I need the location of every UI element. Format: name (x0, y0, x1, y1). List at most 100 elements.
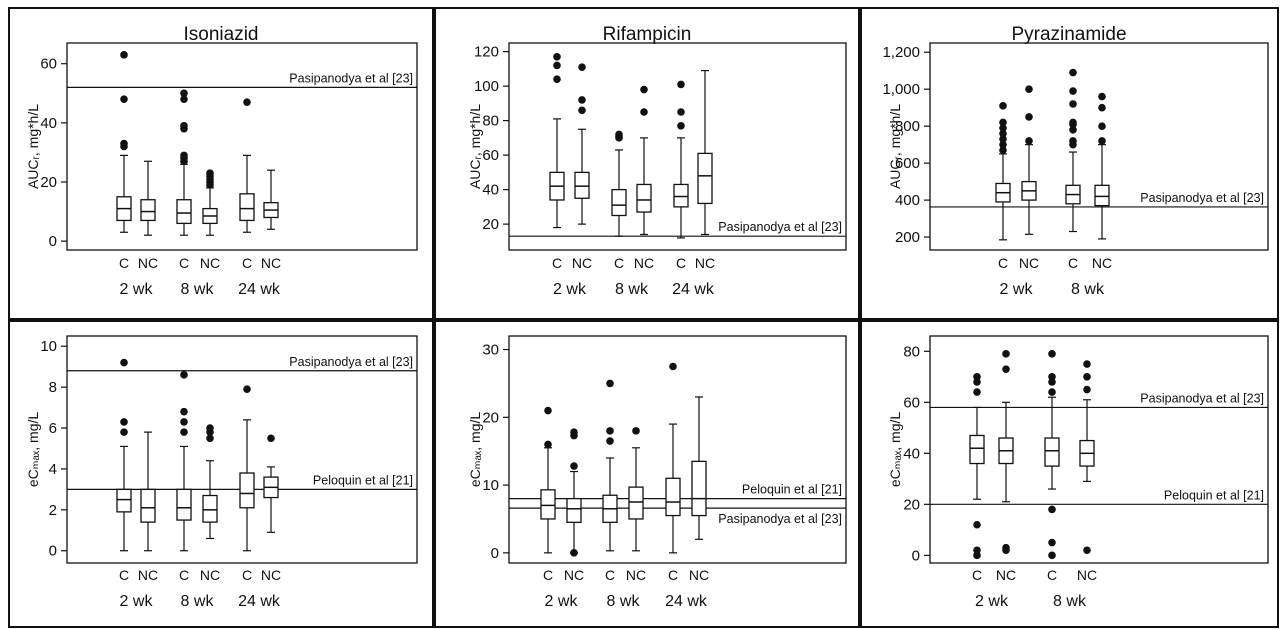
chart-panel-5: eCₘₐₓ, mg/L 0 20 40 60 80 Pasipanodya et al [2… (887, 335, 1269, 610)
iqr-box (1094, 184, 1110, 207)
category-label: NC (261, 567, 281, 583)
category-label: NC (1092, 255, 1112, 271)
outlier-point (973, 520, 981, 529)
chart-panel-1: Rifampicin AUCᵣ, mg*h/L 20 40 60 80 100 120 Pasi… (467, 24, 847, 298)
iqr-box (566, 497, 582, 523)
category-label: C (676, 255, 686, 271)
y-tick-label: 800 (895, 118, 920, 135)
outlier-point (120, 95, 128, 103)
reference-line-label: Pasipanodya et al [23] (289, 355, 413, 369)
outlier-point (1083, 546, 1091, 555)
category-label: C (1068, 255, 1078, 271)
box-8wk-NC (1079, 360, 1095, 555)
group-label: 8 wk (181, 593, 215, 610)
group-label: 2 wk (545, 593, 579, 610)
y-tick-label: 40 (903, 445, 920, 462)
outlier-point (973, 388, 981, 396)
outlier-point (120, 428, 128, 436)
group-label: 24 wk (238, 281, 281, 298)
chart-title: Isoniazid (184, 24, 259, 45)
outlier-point (120, 51, 128, 59)
outlier-point (1098, 92, 1106, 101)
outlier-point (578, 106, 586, 115)
y-tick-label: 20 (903, 496, 920, 513)
category-label: C (998, 255, 1008, 271)
iqr-box (239, 193, 255, 222)
outlier-point (180, 407, 188, 416)
panel-frame-rifampicin-cmax (434, 320, 860, 628)
chart-panel-0: Isoniazid AUCᵣ, mg*h/L 0 20 40 60 Pasipanodya … (25, 24, 418, 298)
box-24wk-NC (263, 434, 279, 533)
panel-frame-rifampicin-auc (434, 7, 860, 320)
category-label: C (543, 567, 553, 583)
box-2wk-NC (140, 431, 156, 552)
outlier-point (180, 89, 188, 98)
iqr-box (574, 171, 590, 199)
outlier-point (570, 462, 578, 470)
outlier-point (1025, 85, 1033, 94)
y-tick-label: 600 (895, 155, 920, 172)
category-label: NC (689, 567, 709, 583)
outlier-point (180, 418, 188, 426)
iqr-box (202, 494, 218, 523)
iqr-box (636, 183, 652, 213)
y-tick-label: 20 (40, 174, 57, 191)
category-label: NC (695, 255, 715, 271)
box-2wk-NC (140, 160, 156, 236)
category-label: NC (138, 567, 158, 583)
outlier-point (1048, 388, 1056, 396)
category-label: NC (200, 567, 220, 583)
group-label: 8 wk (615, 281, 649, 298)
plot-area (66, 42, 418, 251)
group-label: 2 wk (120, 281, 154, 298)
reference-line-label: Peloquin et al [21] (1164, 488, 1264, 502)
y-tick-label: 0 (49, 233, 57, 250)
outlier-point (1069, 100, 1077, 108)
outlier-point (206, 424, 214, 432)
box-24wk-NC (691, 396, 707, 540)
outlier-point (206, 434, 214, 443)
category-label: C (1047, 567, 1057, 583)
chart-panel-4: eCₘₐₓ, mg/L 0 10 20 30 Peloquin et al [21] Pas… (467, 335, 847, 610)
box-2wk-C (116, 51, 132, 233)
category-label: NC (634, 255, 654, 271)
y-tick-label: 80 (482, 113, 499, 130)
reference-line-label: Pasipanodya et al [23] (718, 220, 842, 234)
outlier-point (553, 53, 561, 61)
outlier-point (1098, 137, 1106, 145)
outlier-point (570, 428, 578, 437)
outlier-point (120, 139, 128, 148)
y-axis-label: AUCᵣ, mg*h/L (25, 104, 41, 189)
reference-line-label: Pasipanodya et al [23] (718, 512, 842, 526)
group-label: 8 wk (1071, 281, 1105, 298)
outlier-point (180, 122, 188, 130)
outlier-point (1069, 126, 1077, 134)
box-2wk-NC (566, 428, 582, 557)
iqr-box (116, 488, 132, 513)
panel-frame-isoniazid-cmax (8, 320, 434, 628)
panel-frame-pyrazinamide-auc (860, 7, 1279, 320)
reference-line-label: Peloquin et al [21] (313, 473, 413, 487)
panel-frame-isoniazid-auc (8, 7, 434, 320)
outlier-point (544, 440, 552, 449)
y-axis-label: eCₘₐₓ, mg/L (467, 412, 483, 488)
outlier-point (606, 427, 614, 435)
box-8wk-NC (628, 427, 644, 552)
outlier-point (973, 373, 981, 381)
box-8wk-C (1044, 350, 1060, 560)
box-24wk-C (665, 362, 681, 554)
box-8wk-C (176, 371, 192, 552)
y-tick-label: 60 (903, 394, 920, 411)
category-label: C (605, 567, 615, 583)
outlier-point (553, 61, 561, 70)
outlier-point (553, 75, 561, 84)
category-label: NC (996, 567, 1016, 583)
iqr-box (176, 199, 192, 225)
box-8wk-NC (1094, 92, 1110, 240)
outlier-point (1002, 350, 1010, 358)
outlier-point (180, 151, 188, 160)
outlier-point (1025, 137, 1033, 145)
panel-frame-pyrazinamide-cmax (860, 320, 1279, 628)
outlier-point (1048, 551, 1056, 560)
y-tick-label: 60 (482, 147, 499, 164)
